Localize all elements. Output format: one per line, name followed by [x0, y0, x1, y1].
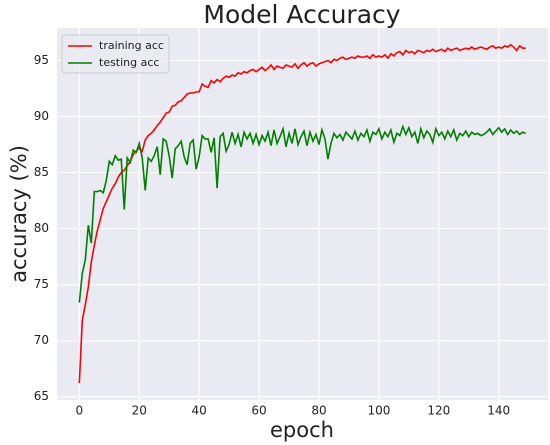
y-tick-label: 90 [34, 109, 49, 123]
x-tick-label: 120 [427, 404, 450, 418]
line [78, 124, 526, 303]
y-tick-label: 95 [34, 53, 49, 67]
x-tick-label: 20 [132, 404, 147, 418]
x-tick-label: 60 [251, 404, 266, 418]
y-axis-label: accuracy (%) [7, 145, 31, 283]
x-tick-label: 80 [311, 404, 326, 418]
y-tick-label: 85 [34, 165, 49, 179]
y-tick-label: 80 [34, 221, 49, 235]
plot-area [57, 28, 548, 400]
legend-label: testing acc [99, 56, 159, 69]
legend-label: training acc [99, 39, 164, 52]
x-tick-label: 140 [487, 404, 510, 418]
y-tick-label: 70 [34, 333, 49, 347]
y-tick-label: 65 [34, 389, 49, 403]
y-tick-label: 75 [34, 277, 49, 291]
x-tick-label: 0 [75, 404, 83, 418]
chart-title: Model Accuracy [203, 0, 400, 29]
x-tick-label: 100 [367, 404, 390, 418]
x-tick-label: 40 [192, 404, 207, 418]
x-axis-label: epoch [270, 418, 334, 442]
line [78, 43, 526, 384]
